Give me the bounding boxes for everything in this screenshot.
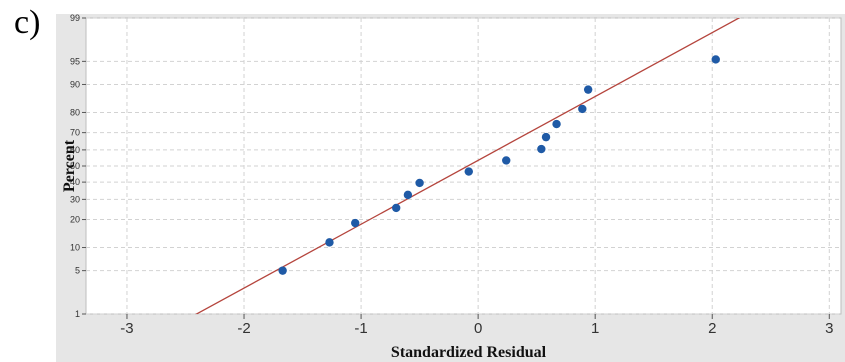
data-point xyxy=(502,156,511,165)
y-tick-label: 90 xyxy=(70,79,80,89)
data-points xyxy=(278,55,720,275)
data-point xyxy=(415,178,424,188)
data-point xyxy=(578,104,587,114)
data-point xyxy=(351,218,360,228)
y-tick-label: 70 xyxy=(70,128,80,138)
data-point xyxy=(325,238,334,247)
x-tick-label: -3 xyxy=(120,320,133,337)
x-axis-ticks: -3 -2 -1 0 1 2 3 xyxy=(120,314,833,337)
y-tick-label: 80 xyxy=(70,107,80,117)
x-tick-label: -2 xyxy=(237,320,250,337)
y-tick-label: 10 xyxy=(70,243,80,253)
x-tick-label: -1 xyxy=(354,320,367,337)
y-tick-label: 95 xyxy=(70,56,80,66)
y-axis-title: Percent xyxy=(61,139,78,192)
y-axis-ticks: 1 5 10 20 30 40 50 60 70 80 90 95 99 xyxy=(70,13,86,319)
data-point xyxy=(464,167,473,176)
data-point xyxy=(583,85,593,94)
data-point xyxy=(541,132,551,142)
y-tick-label: 30 xyxy=(70,194,80,204)
data-point xyxy=(278,266,287,275)
y-tick-label: 50 xyxy=(70,161,80,171)
x-tick-label: 0 xyxy=(474,320,482,337)
data-point xyxy=(403,190,413,200)
data-point xyxy=(391,203,401,213)
data-point xyxy=(537,144,546,154)
data-point xyxy=(711,55,720,64)
y-tick-label: 99 xyxy=(70,13,80,23)
y-tick-label: 60 xyxy=(70,145,80,155)
panel-label: c) xyxy=(14,4,41,41)
y-tick-label: 40 xyxy=(70,177,80,187)
x-tick-label: 2 xyxy=(708,320,716,337)
plot-area xyxy=(85,17,842,315)
x-tick-label: 1 xyxy=(591,320,599,337)
y-tick-label: 20 xyxy=(70,215,80,225)
x-tick-label: 3 xyxy=(825,320,833,337)
grid xyxy=(86,17,841,315)
fit-line xyxy=(195,18,741,314)
x-axis-title: Standardized Residual xyxy=(391,344,547,361)
fit-line-group xyxy=(195,18,741,314)
y-tick-label: 1 xyxy=(75,309,80,319)
y-tick-label: 5 xyxy=(75,266,80,276)
data-point xyxy=(552,119,561,129)
